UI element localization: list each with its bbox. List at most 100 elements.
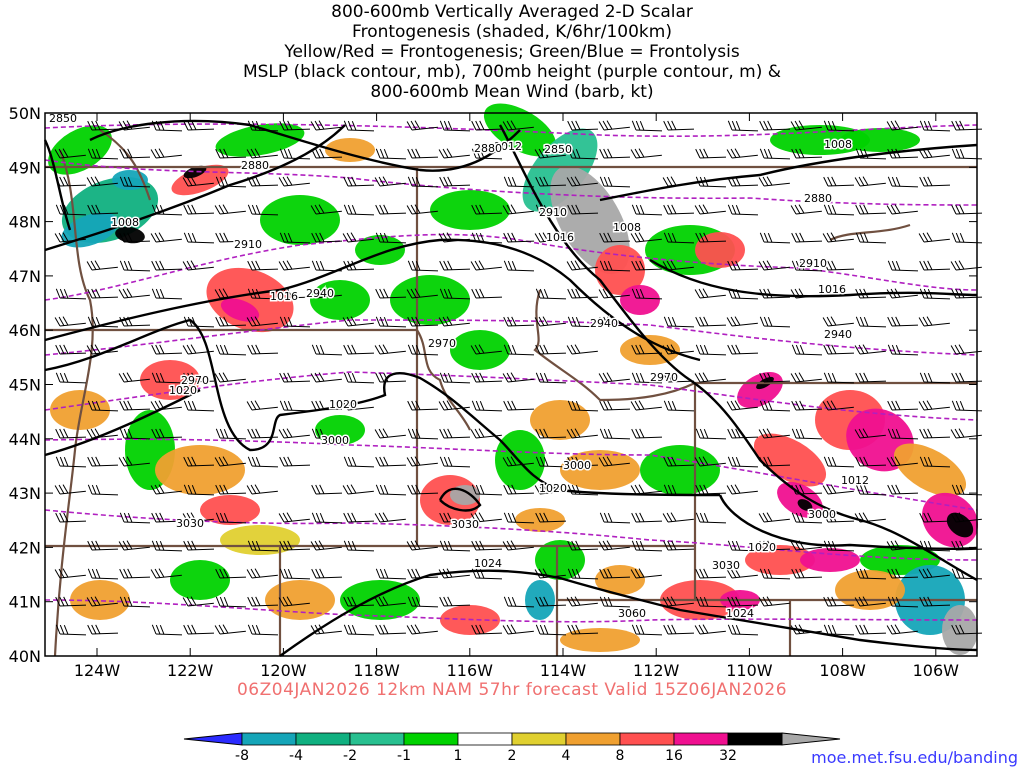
wind-barb (886, 540, 918, 551)
wind-barb (246, 568, 278, 579)
barb-feather (191, 204, 197, 214)
barb-feather (855, 204, 861, 215)
barb-feather (151, 260, 157, 271)
barb-staff (923, 381, 951, 384)
wind-barb (151, 512, 183, 523)
wind-barb (439, 288, 471, 300)
barb-staff (795, 240, 823, 243)
barb-staff (347, 381, 375, 384)
barb-feather (958, 344, 965, 354)
shade-cell (946, 512, 974, 538)
mslp-contour-line (44, 238, 701, 362)
barb-feather (254, 568, 261, 578)
barb-feather (922, 400, 929, 410)
barb-feather (182, 513, 189, 523)
wind-barb (183, 204, 215, 215)
barb-feather (631, 624, 637, 635)
barb-feather (767, 148, 773, 159)
height-label: 3060 (618, 607, 646, 620)
barb-feather (222, 624, 229, 634)
barb-feather (543, 344, 549, 354)
wind-barb (918, 316, 950, 327)
wind-barb (183, 484, 215, 496)
barb-feather (666, 176, 673, 186)
barb-feather (222, 372, 229, 382)
barb-feather (279, 120, 285, 131)
barb-feather (379, 568, 385, 579)
barb-staff (923, 604, 951, 607)
barb-feather (950, 429, 957, 439)
shade-cell (220, 298, 260, 322)
barb-feather (123, 512, 129, 523)
wind-barb (214, 288, 246, 299)
barb-feather (63, 596, 69, 606)
barb-feather (379, 624, 385, 635)
barb-feather (55, 288, 61, 299)
barb-staff (123, 521, 151, 524)
barb-feather (603, 232, 609, 243)
wind-barb (407, 400, 439, 411)
barb-feather (886, 289, 893, 299)
barb-staff (827, 352, 855, 355)
wind-barb (375, 232, 407, 244)
barb-feather (246, 149, 253, 159)
barb-feather (502, 625, 509, 635)
barb-feather (539, 596, 545, 607)
barb-feather (126, 372, 133, 382)
barb-feather (511, 484, 517, 494)
barb-feather (383, 204, 389, 214)
barb-feather (511, 512, 517, 523)
barb-feather (187, 204, 193, 215)
barb-feather (279, 400, 285, 411)
barb-feather (95, 288, 101, 298)
barb-staff (859, 325, 887, 328)
barb-staff (635, 352, 663, 355)
barb-feather (543, 288, 549, 299)
barb-staff (91, 182, 118, 187)
barb-feather (827, 512, 833, 523)
barb-feather (671, 120, 677, 130)
barb-feather (58, 484, 65, 494)
barb-feather (603, 260, 609, 271)
lat-label: 47N (9, 267, 41, 286)
lon-label: 122W (167, 661, 214, 680)
height-label: 2850 (544, 143, 572, 156)
barb-feather (375, 484, 381, 495)
barb-staff (59, 436, 87, 439)
barb-staff (379, 434, 406, 439)
source-credit[interactable]: moe.met.fsu.edu/banding (811, 748, 1018, 767)
barb-staff (731, 406, 758, 411)
barb-feather (158, 484, 165, 494)
height-label: 2880 (241, 159, 269, 172)
barb-feather (63, 456, 69, 467)
barb-staff (411, 462, 438, 467)
barb-feather (474, 344, 481, 354)
barb-staff (891, 210, 918, 215)
barb-feather (727, 344, 733, 355)
barb-feather (503, 484, 509, 495)
barb-feather (695, 512, 701, 523)
barb-feather (543, 512, 549, 522)
wind-barb (727, 456, 759, 468)
barb-feather (347, 176, 353, 187)
barb-feather (95, 624, 101, 634)
barb-staff (763, 602, 790, 607)
barb-staff (571, 350, 598, 355)
barb-staff (347, 352, 375, 355)
barb-feather (891, 428, 897, 439)
barb-staff (539, 633, 567, 636)
barb-staff (219, 324, 247, 327)
barb-feather (190, 176, 197, 186)
wind-barb (598, 288, 630, 299)
wind-barb (407, 568, 439, 579)
barb-feather (383, 456, 389, 466)
barb-feather (890, 288, 897, 298)
wind-barb (119, 428, 151, 440)
barb-staff (859, 350, 886, 355)
barb-feather (599, 316, 605, 327)
wind-barb (503, 176, 535, 188)
barb-staff (251, 436, 279, 439)
barb-feather (250, 568, 257, 578)
barb-staff (59, 297, 87, 300)
barb-staff (219, 521, 247, 524)
